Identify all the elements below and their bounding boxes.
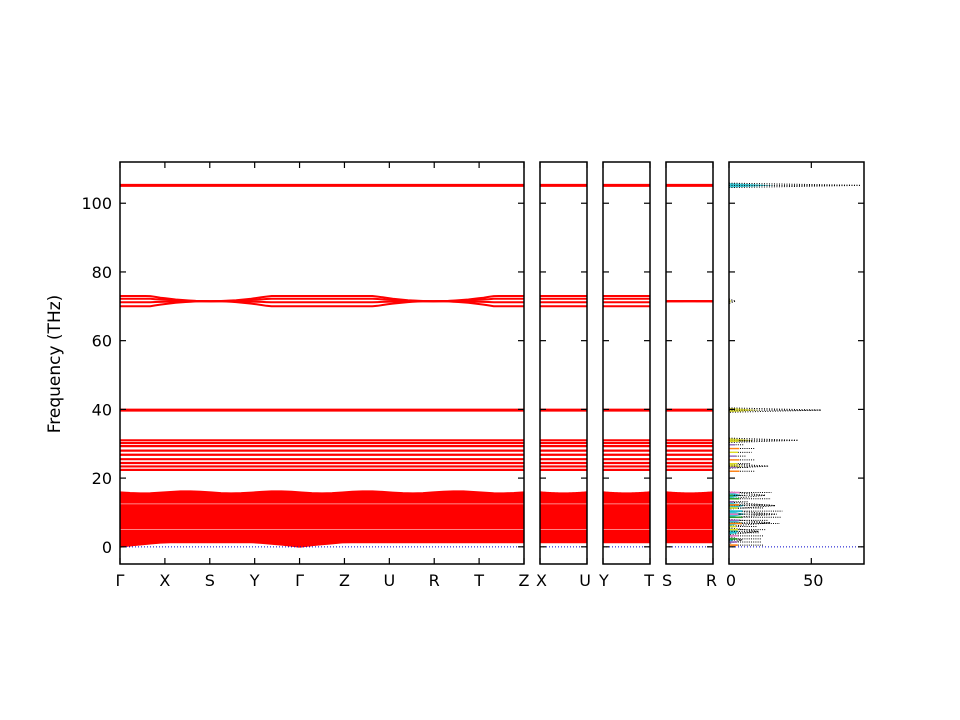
band-panel-frame <box>665 161 714 565</box>
x-tick-label: Z <box>519 571 530 590</box>
dos-partial-peak <box>729 407 762 413</box>
band-panel-1: Γ X S Y Γ Z U R T Z 0 20 40 60 80 100 <box>81 161 530 590</box>
dos-total-peak <box>729 491 766 500</box>
x-tick-label: U <box>579 571 591 590</box>
dos-panel-frame <box>728 161 865 565</box>
x-tick-label: S <box>662 571 672 590</box>
x-tick-label: U <box>383 571 395 590</box>
band-panel-frame <box>539 161 588 565</box>
y-tick-label: 80 <box>92 263 112 282</box>
x-tick-label: T <box>473 571 484 590</box>
dos-panel: 0 50 <box>726 161 865 590</box>
acoustic-band-region <box>603 491 650 544</box>
x-tick-label: Y <box>598 571 609 590</box>
optical-band-line <box>120 300 524 308</box>
acoustic-branch <box>120 545 121 547</box>
dos-total-peak <box>729 463 769 469</box>
dos-x-tick-label: 50 <box>803 571 823 590</box>
x-tick-label: R <box>429 571 440 590</box>
x-tick-label: T <box>643 571 654 590</box>
band-panel-frame <box>602 161 651 565</box>
dos-total-peak <box>729 407 822 413</box>
x-tick-label: R <box>706 571 717 590</box>
x-tick-label: Z <box>339 571 350 590</box>
x-tick-label: X <box>159 571 170 590</box>
dos-total-peak <box>729 437 799 444</box>
acoustic-branch <box>251 540 300 548</box>
x-tick-label: Γ <box>116 571 125 590</box>
y-tick-label: 100 <box>81 194 112 213</box>
x-tick-label: Γ <box>295 571 304 590</box>
band-panel-frame <box>119 161 525 565</box>
x-tick-label: X <box>536 571 547 590</box>
acoustic-branch <box>299 540 348 548</box>
dos-partial-peak <box>729 491 742 499</box>
y-axis-label: Frequency (THz) <box>45 295 65 434</box>
y-tick-label: 60 <box>92 332 112 351</box>
y-tick-label: 0 <box>102 538 112 557</box>
dos-x-tick-label: 0 <box>726 571 736 590</box>
x-tick-label: S <box>205 571 215 590</box>
y-tick-label: 20 <box>92 469 112 488</box>
x-tick-label: Y <box>249 571 260 590</box>
y-tick-label: 40 <box>92 400 112 419</box>
acoustic-band-region <box>120 490 524 548</box>
acoustic-band-region <box>540 491 587 544</box>
dos-total-peak <box>729 501 776 510</box>
acoustic-band-region <box>666 491 713 544</box>
